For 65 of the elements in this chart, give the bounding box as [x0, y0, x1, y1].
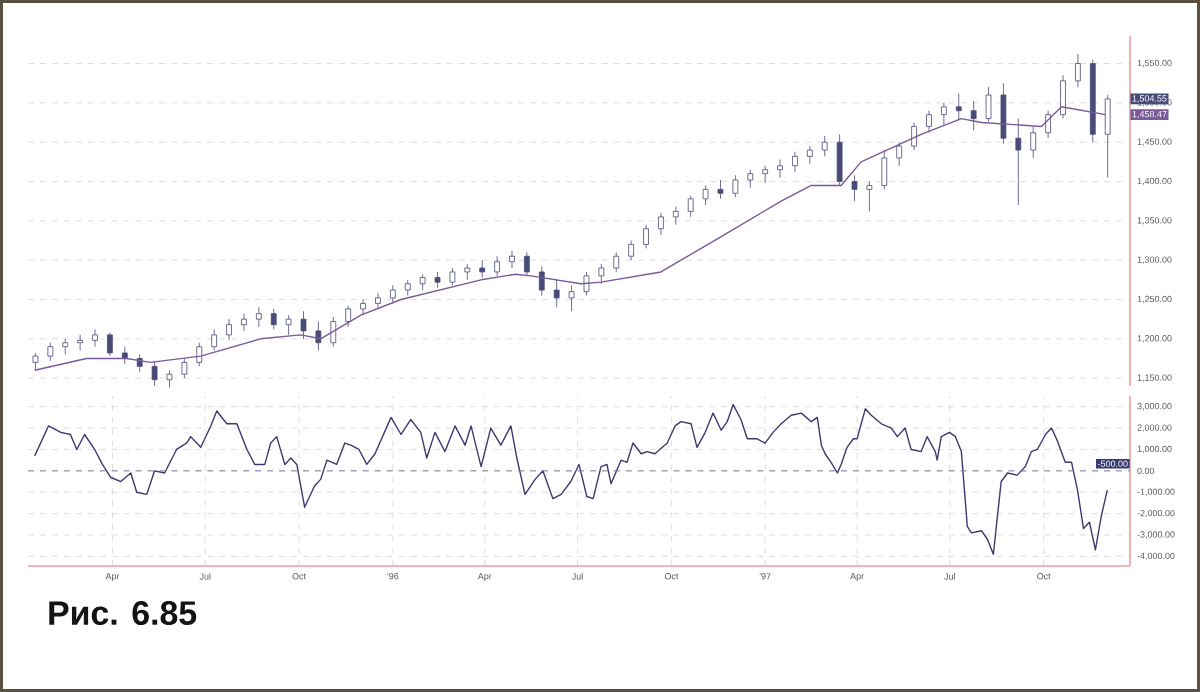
candlestick [702, 185, 709, 206]
candlestick [389, 284, 396, 304]
candlestick [509, 250, 515, 269]
candlestick [360, 299, 366, 316]
candlestick [345, 305, 352, 328]
candlestick [434, 271, 441, 289]
candlestick [32, 352, 39, 371]
candlestick [1030, 126, 1037, 159]
candlestick [672, 206, 679, 226]
candlestick [166, 369, 173, 388]
candlestick [92, 328, 98, 348]
candlestick [62, 338, 69, 355]
candlestick [241, 313, 247, 332]
candlestick [866, 181, 873, 212]
candlestick [553, 279, 560, 308]
candlestick [747, 169, 754, 189]
candlestick [211, 328, 218, 351]
candlestick [285, 314, 292, 336]
candlestick [955, 93, 962, 121]
candlestick [926, 110, 932, 134]
candlestick [77, 334, 83, 351]
candlestick [643, 224, 649, 249]
candlestick [881, 149, 888, 190]
candlestick [911, 122, 917, 151]
candlestick [181, 358, 188, 379]
candlestick [821, 135, 828, 157]
candlestick [806, 145, 813, 165]
candlestick [777, 159, 783, 178]
candlestick [375, 292, 381, 310]
candlestick [1089, 59, 1096, 143]
candlestick [985, 86, 992, 123]
candlestick [404, 279, 411, 296]
candlestick [1075, 53, 1081, 88]
candlestick [226, 318, 232, 341]
candlestick [419, 273, 426, 291]
candlestick [1104, 94, 1111, 178]
candlestick [1000, 82, 1007, 145]
candlestick [538, 266, 545, 296]
candlestick [270, 308, 277, 330]
candlestick [687, 195, 694, 218]
candlestick [732, 174, 739, 198]
candlestick [464, 263, 471, 281]
candlestick [792, 151, 798, 173]
candlestick [107, 332, 113, 357]
candlestick [717, 179, 724, 200]
candlestick [762, 165, 769, 184]
candlestick [970, 100, 977, 131]
candlestick [836, 133, 843, 186]
candlestick [568, 284, 575, 312]
candlestick [494, 255, 500, 277]
candlestick [255, 306, 262, 328]
candlestick [330, 316, 337, 348]
candlestick [47, 342, 54, 362]
text: Рис. 6.85 [49, 601, 197, 626]
candlestick [524, 251, 530, 277]
candlestick [1045, 110, 1051, 139]
candlestick [479, 259, 486, 278]
candlestick [941, 102, 947, 126]
candlestick [1060, 74, 1066, 119]
candlestick [583, 271, 590, 296]
candlestick [1015, 118, 1022, 206]
candlestick [315, 321, 322, 351]
candlestick [613, 251, 620, 273]
candlestick [628, 240, 634, 261]
candlestick [658, 212, 664, 236]
